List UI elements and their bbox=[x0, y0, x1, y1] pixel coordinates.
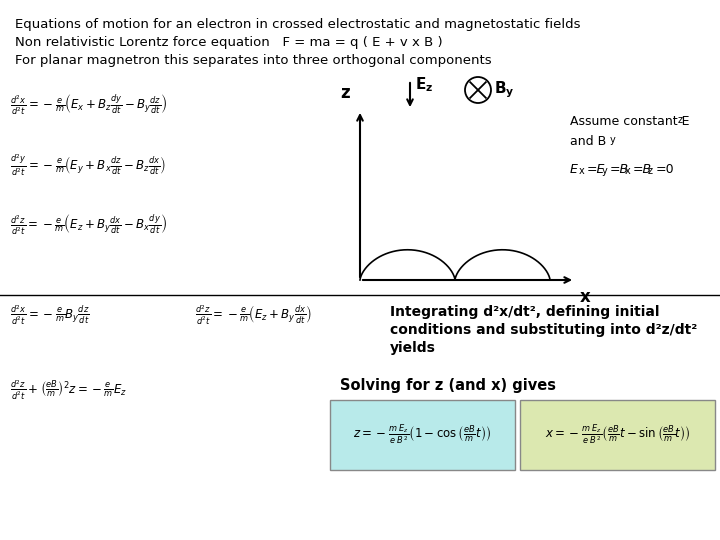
Text: $\mathbf{B_y}$: $\mathbf{B_y}$ bbox=[494, 80, 515, 100]
Text: E: E bbox=[570, 163, 578, 176]
Text: z: z bbox=[648, 166, 653, 176]
Bar bbox=[520, 400, 715, 470]
Text: x: x bbox=[579, 166, 585, 176]
Text: Solving for z (and x) gives: Solving for z (and x) gives bbox=[340, 378, 556, 393]
Text: $\frac{d^2z}{d^2t} + \left(\frac{eB}{m}\right)^2 z = -\frac{e}{m}E_z$: $\frac{d^2z}{d^2t} + \left(\frac{eB}{m}\… bbox=[10, 379, 127, 402]
Text: $\frac{d^2z}{d^2t} = -\frac{e}{m}\left(E_z + B_y\frac{dx}{dt} - B_x\frac{dy}{dt}: $\frac{d^2z}{d^2t} = -\frac{e}{m}\left(E… bbox=[10, 213, 167, 237]
Text: $x = -\frac{m\ E_z}{e\ B^2}\left(\frac{eB}{m}t-\sin\left(\frac{eB}{m}t\right)\ri: $x = -\frac{m\ E_z}{e\ B^2}\left(\frac{e… bbox=[544, 423, 690, 447]
Text: $\frac{d^2x}{d^2t} = -\frac{e}{m}B_y\frac{dz}{dt}$: $\frac{d^2x}{d^2t} = -\frac{e}{m}B_y\fra… bbox=[10, 303, 89, 327]
Text: $\frac{d^2x}{d^2t} = -\frac{e}{m}\left(E_x + B_z\frac{dy}{dt} - B_y\frac{dz}{dt}: $\frac{d^2x}{d^2t} = -\frac{e}{m}\left(E… bbox=[10, 93, 167, 117]
Text: conditions and substituting into d²z/dt²: conditions and substituting into d²z/dt² bbox=[390, 323, 697, 337]
Text: For planar magnetron this separates into three orthogonal components: For planar magnetron this separates into… bbox=[15, 54, 492, 67]
Text: $z = -\frac{m\ E_z}{e\ B^2}\left(1-\cos\left(\frac{eB}{m}t\right)\right)$: $z = -\frac{m\ E_z}{e\ B^2}\left(1-\cos\… bbox=[354, 423, 492, 447]
Text: $\frac{d^2z}{d^2t} = -\frac{e}{m}\left(E_z + B_y\frac{dx}{dt}\right)$: $\frac{d^2z}{d^2t} = -\frac{e}{m}\left(E… bbox=[195, 303, 312, 327]
Text: Assume constant E: Assume constant E bbox=[570, 115, 690, 128]
Text: Integrating d²x/dt², defining initial: Integrating d²x/dt², defining initial bbox=[390, 305, 660, 319]
Text: and B: and B bbox=[570, 135, 606, 148]
Text: =0: =0 bbox=[656, 163, 675, 176]
Text: x: x bbox=[580, 288, 590, 306]
Text: yields: yields bbox=[390, 341, 436, 355]
Text: z: z bbox=[678, 115, 683, 125]
Text: =B: =B bbox=[610, 163, 629, 176]
Text: $\mathbf{E_z}$: $\mathbf{E_z}$ bbox=[415, 75, 433, 94]
Text: Non relativistic Lorentz force equation   F = ma = q ( E + v x B ): Non relativistic Lorentz force equation … bbox=[15, 36, 443, 49]
Text: y: y bbox=[602, 166, 608, 176]
Bar bbox=[330, 400, 515, 470]
Text: z: z bbox=[341, 84, 350, 102]
Text: y: y bbox=[610, 135, 616, 145]
Text: Equations of motion for an electron in crossed electrostatic and magnetostatic f: Equations of motion for an electron in c… bbox=[15, 18, 580, 31]
Text: =B: =B bbox=[633, 163, 652, 176]
Text: =E: =E bbox=[587, 163, 606, 176]
Text: $\frac{d^2y}{d^2t} = -\frac{e}{m}\left(E_y + B_x\frac{dz}{dt} - B_z\frac{dx}{dt}: $\frac{d^2y}{d^2t} = -\frac{e}{m}\left(E… bbox=[10, 152, 166, 178]
Text: x: x bbox=[625, 166, 631, 176]
